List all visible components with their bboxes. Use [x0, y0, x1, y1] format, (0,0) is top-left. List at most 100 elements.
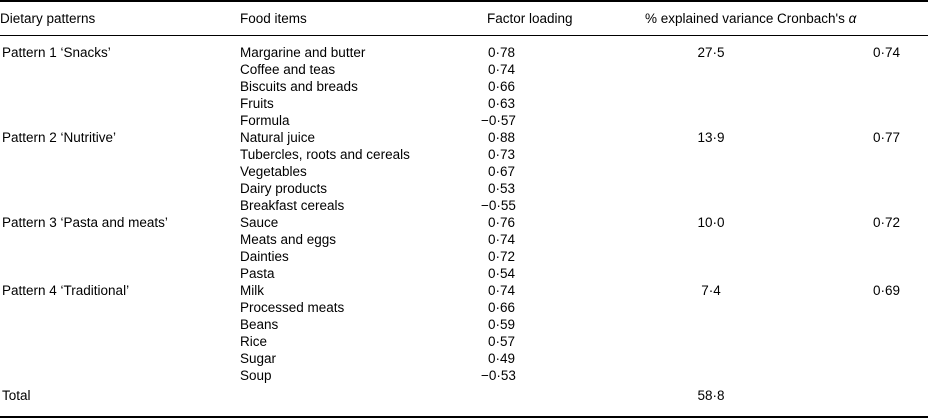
- alpha-cell: [777, 95, 928, 112]
- variance-cell: [645, 180, 777, 197]
- table-row: Pattern 1 ‘Snacks’ Margarine and butter 0·…: [0, 36, 928, 62]
- loading-cell: 0·66: [488, 300, 516, 315]
- alpha-cell: [777, 197, 928, 214]
- table-row: Dainties 0·72: [0, 248, 928, 265]
- alpha-cell: [777, 61, 928, 78]
- loading-cell: 0·88: [488, 130, 516, 145]
- pattern-cell: Pattern 4 ‘Traditional’: [2, 283, 130, 298]
- loading-cell: 0·54: [488, 266, 516, 281]
- food-cell: Dainties: [240, 249, 289, 264]
- total-variance-cell: 58·8: [645, 384, 777, 418]
- alpha-cell: 0·74: [872, 45, 900, 60]
- table-row: Meats and eggs 0·74: [0, 231, 928, 248]
- total-label-cell: Total: [0, 384, 240, 418]
- pattern-cell: Pattern 3 ‘Pasta and meats’: [2, 215, 168, 230]
- food-cell: [240, 384, 487, 418]
- pattern-cell: [0, 265, 240, 282]
- loading-cell: −0·53: [481, 368, 516, 383]
- table-header: Dietary patterns Food items Factor loadi…: [0, 1, 928, 36]
- col-header-cronbachs-alpha: Cronbach's α: [777, 1, 928, 36]
- table-row: Dairy products 0·53: [0, 180, 928, 197]
- alpha-cell: [777, 78, 928, 95]
- loading-cell: 0·78: [488, 45, 516, 60]
- food-cell: Fruits: [240, 96, 274, 111]
- food-cell: Natural juice: [240, 130, 316, 145]
- table-row: Beans 0·59: [0, 316, 928, 333]
- food-cell: Beans: [240, 317, 279, 332]
- alpha-cell: [777, 333, 928, 350]
- table-row: Processed meats 0·66: [0, 299, 928, 316]
- col-header-explained-variance: % explained variance: [645, 11, 774, 26]
- variance-cell: [645, 367, 777, 384]
- variance-cell: [645, 265, 777, 282]
- table-row: Pasta 0·54: [0, 265, 928, 282]
- table-row: Vegetables 0·67: [0, 163, 928, 180]
- food-cell: Sugar: [240, 351, 277, 366]
- pattern-cell: [0, 78, 240, 95]
- loading-cell: 0·67: [488, 164, 516, 179]
- alpha-cell: [777, 350, 928, 367]
- alpha-cell: [777, 231, 928, 248]
- total-row: Total 58·8: [0, 384, 928, 418]
- alpha-cell: [777, 299, 928, 316]
- loading-cell: 0·53: [488, 181, 516, 196]
- variance-cell: [645, 146, 777, 163]
- variance-cell: [645, 78, 777, 95]
- cronbachs-label: Cronbach's: [777, 11, 849, 26]
- food-cell: Sauce: [240, 215, 279, 230]
- food-cell: Margarine and butter: [240, 45, 366, 60]
- col-header-food-items: Food items: [240, 11, 307, 26]
- loading-cell: 0·57: [488, 334, 516, 349]
- variance-cell: [645, 316, 777, 333]
- col-header-factor-loading: Factor loading: [487, 11, 573, 26]
- alpha-cell: [777, 367, 928, 384]
- food-cell: Biscuits and breads: [240, 79, 358, 94]
- food-cell: Tubercles, roots and cereals: [240, 147, 410, 162]
- loading-cell: 0·73: [488, 147, 516, 162]
- alpha-cell: [777, 112, 928, 129]
- variance-cell: [645, 197, 777, 214]
- pattern-cell: [0, 61, 240, 78]
- variance-cell: [645, 61, 777, 78]
- table-row: Pattern 3 ‘Pasta and meats’ Sauce 0·76 10·0…: [0, 214, 928, 231]
- alpha-cell: [777, 248, 928, 265]
- alpha-cell: [777, 146, 928, 163]
- alpha-cell: 0·72: [872, 215, 900, 230]
- food-cell: Breakfast cereals: [240, 198, 345, 213]
- variance-cell: 27·5: [697, 45, 725, 60]
- food-cell: Soup: [240, 368, 272, 383]
- table-row: Pattern 2 ‘Nutritive’ Natural juice 0·88 13…: [0, 129, 928, 146]
- table-body: Pattern 1 ‘Snacks’ Margarine and butter 0·…: [0, 36, 928, 418]
- table-row: Rice 0·57: [0, 333, 928, 350]
- table-row: Coffee and teas 0·74: [0, 61, 928, 78]
- variance-cell: [645, 231, 777, 248]
- food-cell: Processed meats: [240, 300, 345, 315]
- pattern-cell: [0, 299, 240, 316]
- loading-cell: −0·55: [481, 198, 516, 213]
- loading-cell: 0·49: [488, 351, 516, 366]
- header-row: Dietary patterns Food items Factor loadi…: [0, 1, 928, 36]
- pattern-cell: Pattern 2 ‘Nutritive’: [2, 130, 117, 145]
- food-cell: Vegetables: [240, 164, 307, 179]
- table-row: Soup −0·53: [0, 367, 928, 384]
- loading-cell: 0·74: [488, 62, 516, 77]
- pattern-cell: Pattern 1 ‘Snacks’: [2, 45, 111, 60]
- loading-cell: 0·74: [488, 232, 516, 247]
- loading-cell: 0·74: [488, 283, 516, 298]
- pattern-cell: [0, 180, 240, 197]
- loading-cell: [487, 384, 645, 418]
- pattern-cell: [0, 197, 240, 214]
- variance-cell: 7·4: [701, 283, 721, 298]
- pattern-cell: [0, 146, 240, 163]
- pattern-cell: [0, 248, 240, 265]
- pattern-cell: [0, 112, 240, 129]
- variance-cell: [645, 299, 777, 316]
- alpha-cell: [777, 384, 928, 418]
- food-cell: Pasta: [240, 266, 275, 281]
- alpha-cell: 0·77: [872, 130, 900, 145]
- table-row: Formula −0·57: [0, 112, 928, 129]
- col-header-dietary-patterns: Dietary patterns: [0, 11, 96, 26]
- food-cell: Dairy products: [240, 181, 328, 196]
- variance-cell: [645, 95, 777, 112]
